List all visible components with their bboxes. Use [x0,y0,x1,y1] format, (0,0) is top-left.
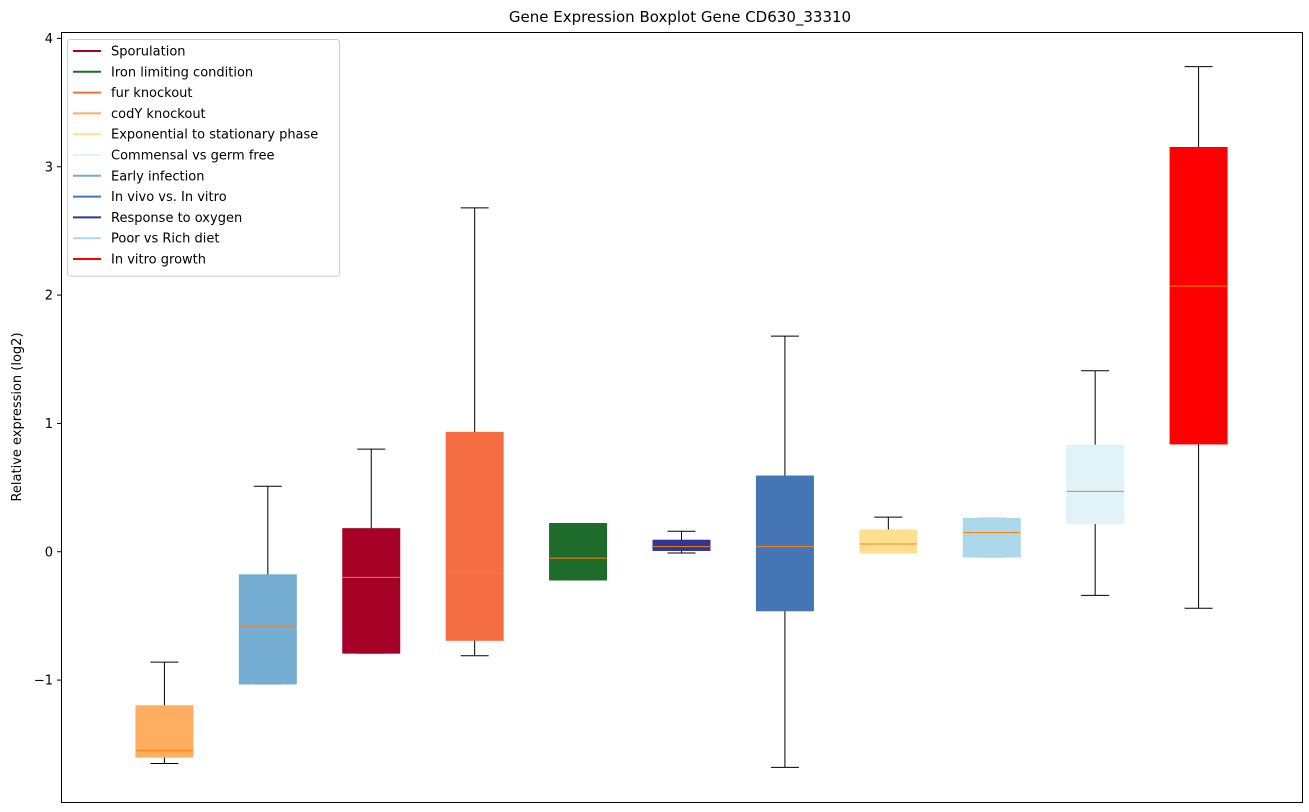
legend-label: Sporulation [111,45,186,60]
legend-item: Poor vs Rich diet [73,232,219,247]
chart-title: Gene Expression Boxplot Gene CD630_33310 [509,8,851,27]
legend-label: In vivo vs. In vitro [111,190,227,205]
box-7 [755,335,814,768]
box-body [238,574,297,685]
y-tick-label: 3 [45,160,53,175]
legend-frame [67,39,340,277]
legend-item: fur knockout [73,86,193,101]
box-group [135,66,1228,768]
box-body [549,523,608,581]
legend-item: In vitro growth [73,253,206,268]
legend-label: Response to oxygen [111,211,242,226]
legend-label: codY knockout [111,107,206,122]
box-body [342,528,401,654]
box-4 [445,207,504,657]
y-axis-label: Relative expression (log2) [10,332,25,501]
box-body [755,475,814,612]
legend-item: In vivo vs. In vitro [73,190,227,205]
box-6 [652,530,711,554]
y-tick-label: 1 [45,417,53,432]
legend-label: Exponential to stationary phase [111,128,318,143]
box-5 [549,523,608,581]
box-10 [1066,370,1125,596]
y-tick-label: −1 [34,674,53,689]
legend-label: Iron limiting condition [111,65,253,80]
box-body [1169,147,1228,445]
box-body [652,539,711,551]
legend-label: Commensal vs germ free [111,149,274,164]
legend-label: Early infection [111,169,204,184]
box-body [859,529,918,554]
box-11 [1169,66,1228,609]
legend-label: In vitro growth [111,253,206,268]
box-body [135,705,194,758]
legend-item: Early infection [73,169,204,184]
legend: Sporulation Iron limiting condition fur kn… [67,39,340,277]
legend-label: Poor vs Rich diet [111,232,219,247]
legend-item: Sporulation [73,45,186,60]
legend-item: Iron limiting condition [73,65,253,80]
legend-item: Response to oxygen [73,211,242,226]
plot-frame [61,32,1303,803]
y-tick-label: 2 [45,289,53,304]
legend-item: Exponential to stationary phase [73,128,318,143]
box-body [962,517,1021,558]
box-9 [962,517,1021,558]
y-tick-label: 4 [45,32,53,47]
box-3 [342,448,401,654]
box-8 [859,516,918,554]
legend-item: Commensal vs germ free [73,149,274,164]
y-axis: −1 0 1 2 3 4 [34,32,61,689]
legend-label: fur knockout [111,86,193,101]
box-2 [238,485,297,685]
box-body [1066,444,1125,525]
legend-item: codY knockout [73,107,206,122]
box-body [445,431,504,641]
box-1 [135,661,194,764]
y-tick-label: 0 [45,545,53,560]
